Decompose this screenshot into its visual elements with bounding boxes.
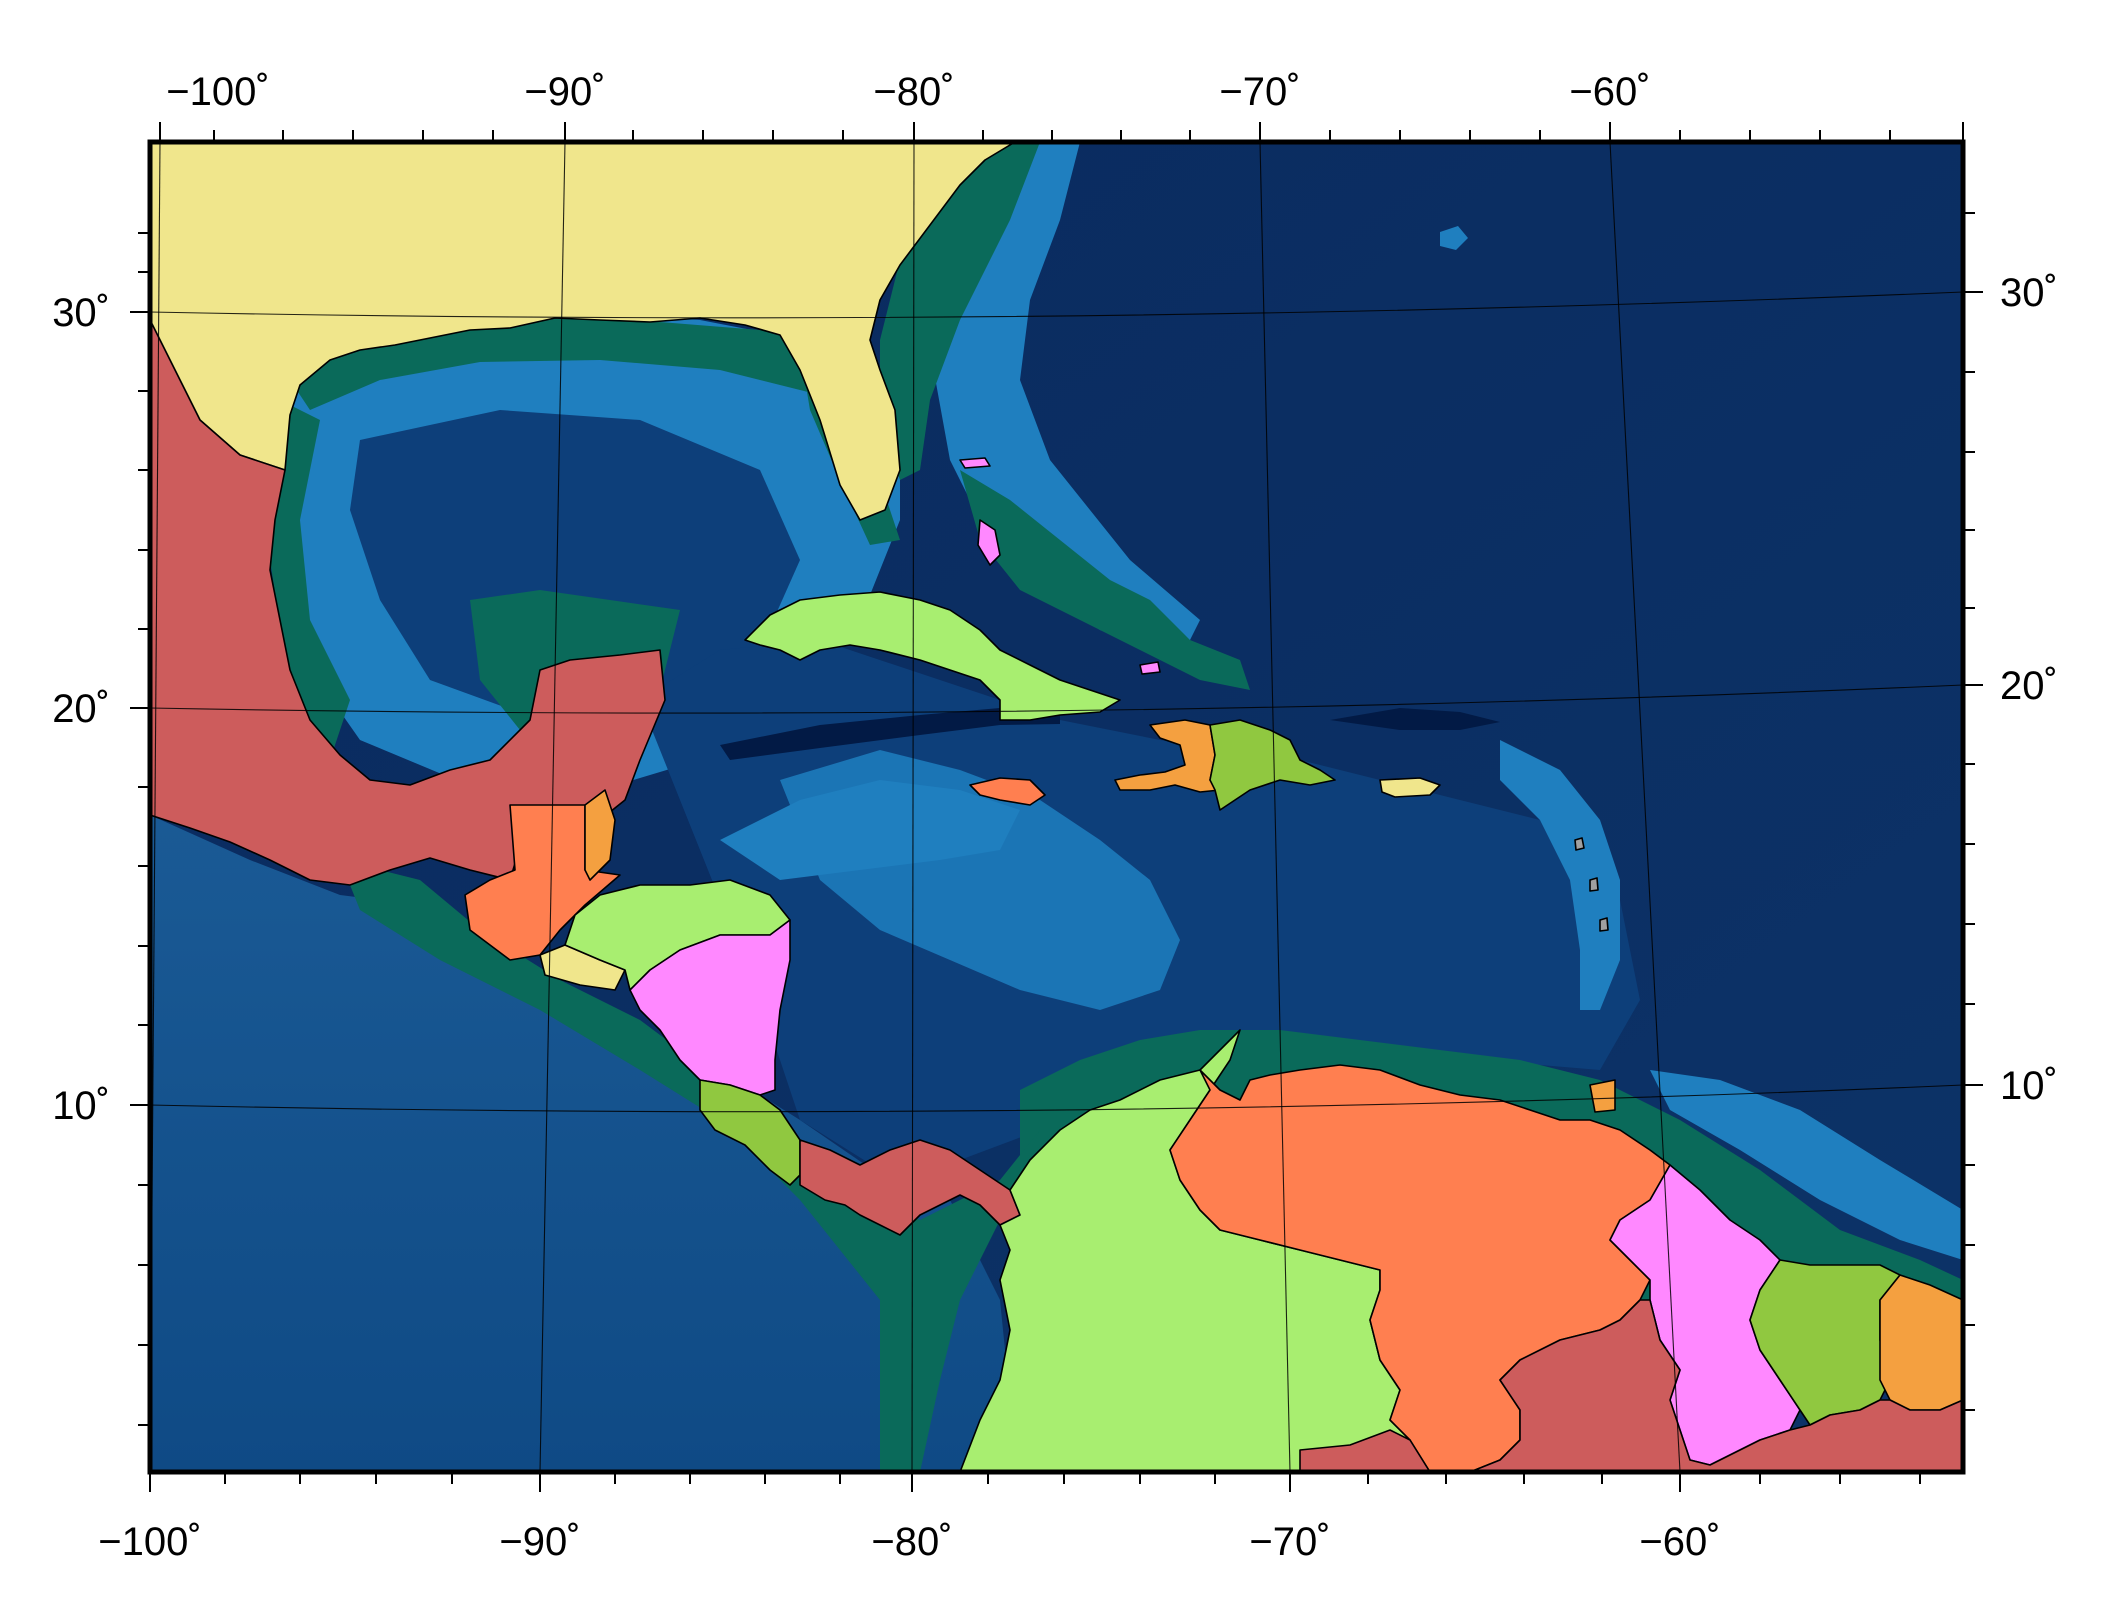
left-lat-label: 30˚ [52, 291, 110, 335]
country-belize [584, 789, 616, 881]
bahamas-andros-island [977, 519, 1001, 566]
nicaragua-rise [720, 780, 1020, 880]
bottom-lon-label: −60˚ [1639, 1520, 1720, 1564]
island-trinidad [1589, 1079, 1616, 1113]
bottom-lon-label: −80˚ [871, 1520, 952, 1564]
country-dominican-republic [1209, 719, 1336, 811]
right-lat-label: 20˚ [2000, 664, 2058, 708]
bahamas-banks [960, 470, 1250, 690]
bottom-ticks [149, 1472, 1921, 1492]
bermuda-shelf [1440, 226, 1468, 250]
left-axis-labels: 30˚ 20˚ 10˚ [52, 291, 110, 1128]
left-lat-label: 20˚ [52, 687, 110, 731]
countries [150, 142, 1963, 1472]
top-axis-labels: −100˚ −90˚ −80˚ −70˚ −60˚ [166, 70, 1650, 114]
cayman-trough [720, 708, 1060, 760]
south-american-slope [1650, 1070, 1963, 1260]
country-mexico [150, 319, 666, 886]
bahamas-inagua [1139, 661, 1161, 675]
country-costa-rica [699, 1079, 801, 1186]
country-brazil [1469, 1299, 1963, 1472]
pacific-ocean [150, 815, 1010, 1472]
bahamas-grand-bahama [959, 457, 991, 469]
bottom-lon-label: −70˚ [1249, 1520, 1330, 1564]
bottom-lon-label: −90˚ [499, 1520, 580, 1564]
lesser-antilles-islands [1574, 837, 1616, 1113]
top-lon-label: −70˚ [1219, 70, 1300, 114]
country-jamaica [969, 777, 1046, 806]
bottom-lon-label: −100˚ [98, 1520, 201, 1564]
puerto-rico-trench [1330, 708, 1500, 730]
frame-ticks [130, 122, 1983, 1492]
bottom-axis-labels: −100˚ −90˚ −80˚ −70˚ −60˚ [98, 1520, 1720, 1564]
gulf-shelf-north [290, 318, 860, 410]
right-axis-labels: 30˚ 20˚ 10˚ [2000, 271, 2058, 1108]
central-american-shelf [340, 860, 1040, 1472]
parallel-10 [150, 1084, 1963, 1113]
right-lat-label: 10˚ [2000, 1064, 2058, 1108]
country-panama [799, 1139, 1021, 1236]
graticule [150, 142, 1963, 1472]
meridian-minus-70 [1259, 142, 1291, 1472]
top-lon-label: −90˚ [524, 70, 605, 114]
country-cuba [744, 591, 1121, 721]
meridian-minus-90 [539, 142, 566, 1472]
parallel-20 [150, 684, 1963, 714]
left-ticks [130, 232, 150, 1426]
left-lat-label: 10˚ [52, 1084, 110, 1128]
right-ticks [1963, 212, 1983, 1411]
country-french-guiana [1879, 1274, 1963, 1411]
top-lon-label: −100˚ [166, 70, 269, 114]
island-barbados [1599, 917, 1609, 932]
gulf-deep [350, 410, 800, 720]
meridian-minus-80 [911, 142, 915, 1472]
parallel-30 [150, 291, 1963, 319]
island-martinique [1589, 877, 1599, 892]
top-lon-label: −80˚ [873, 70, 954, 114]
island-guadeloupe [1574, 837, 1585, 851]
country-puerto-rico [1379, 777, 1441, 798]
country-united-states [150, 142, 1016, 521]
lesser-antilles-arc [1500, 740, 1620, 1010]
right-lat-label: 30˚ [2000, 271, 2058, 315]
meridian-minus-60 [1609, 142, 1681, 1472]
country-brazil-west [1299, 1429, 1431, 1472]
top-ticks [159, 122, 1964, 142]
country-bahamas [959, 457, 1161, 675]
top-lon-label: −60˚ [1569, 70, 1650, 114]
map-frame [147, 139, 1966, 1475]
map-area [150, 142, 1963, 1472]
country-nicaragua [629, 919, 791, 1096]
